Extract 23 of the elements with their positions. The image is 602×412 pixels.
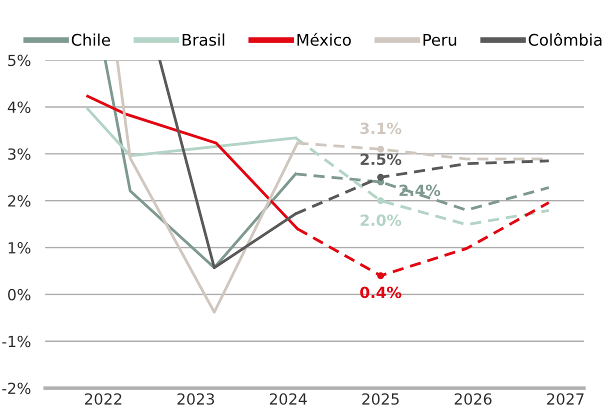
y-tick-label: -2% bbox=[2, 382, 30, 394]
legend-label: Peru bbox=[424, 34, 456, 46]
y-tick-label: 1% bbox=[8, 242, 30, 254]
y-tick-label: 5% bbox=[8, 54, 30, 66]
x-tick-label: 2024 bbox=[270, 393, 307, 405]
data-label: 3.1% bbox=[360, 122, 402, 134]
x-tick-label: 2027 bbox=[547, 393, 584, 405]
data-label: 2.0% bbox=[360, 214, 402, 226]
y-tick-label: -1% bbox=[2, 336, 30, 348]
data-label: 2.5% bbox=[360, 153, 402, 166]
x-tick-label: 2025 bbox=[362, 393, 399, 405]
x-tick-label: 2026 bbox=[454, 393, 492, 405]
y-tick-label: 3% bbox=[8, 148, 30, 160]
data-label: 0.4% bbox=[360, 286, 402, 298]
x-tick-label: 2023 bbox=[177, 393, 214, 405]
y-tick-label: 2% bbox=[8, 195, 30, 207]
y-tick-label: 0% bbox=[8, 288, 30, 300]
x-tick-label: 2022 bbox=[85, 393, 122, 405]
legend-label: México bbox=[298, 32, 351, 46]
legend-label: Chile bbox=[72, 34, 110, 46]
legend-label: Brasil bbox=[182, 34, 224, 46]
y-tick-label: 4% bbox=[8, 101, 30, 114]
legend-label: Colômbia bbox=[528, 32, 602, 46]
